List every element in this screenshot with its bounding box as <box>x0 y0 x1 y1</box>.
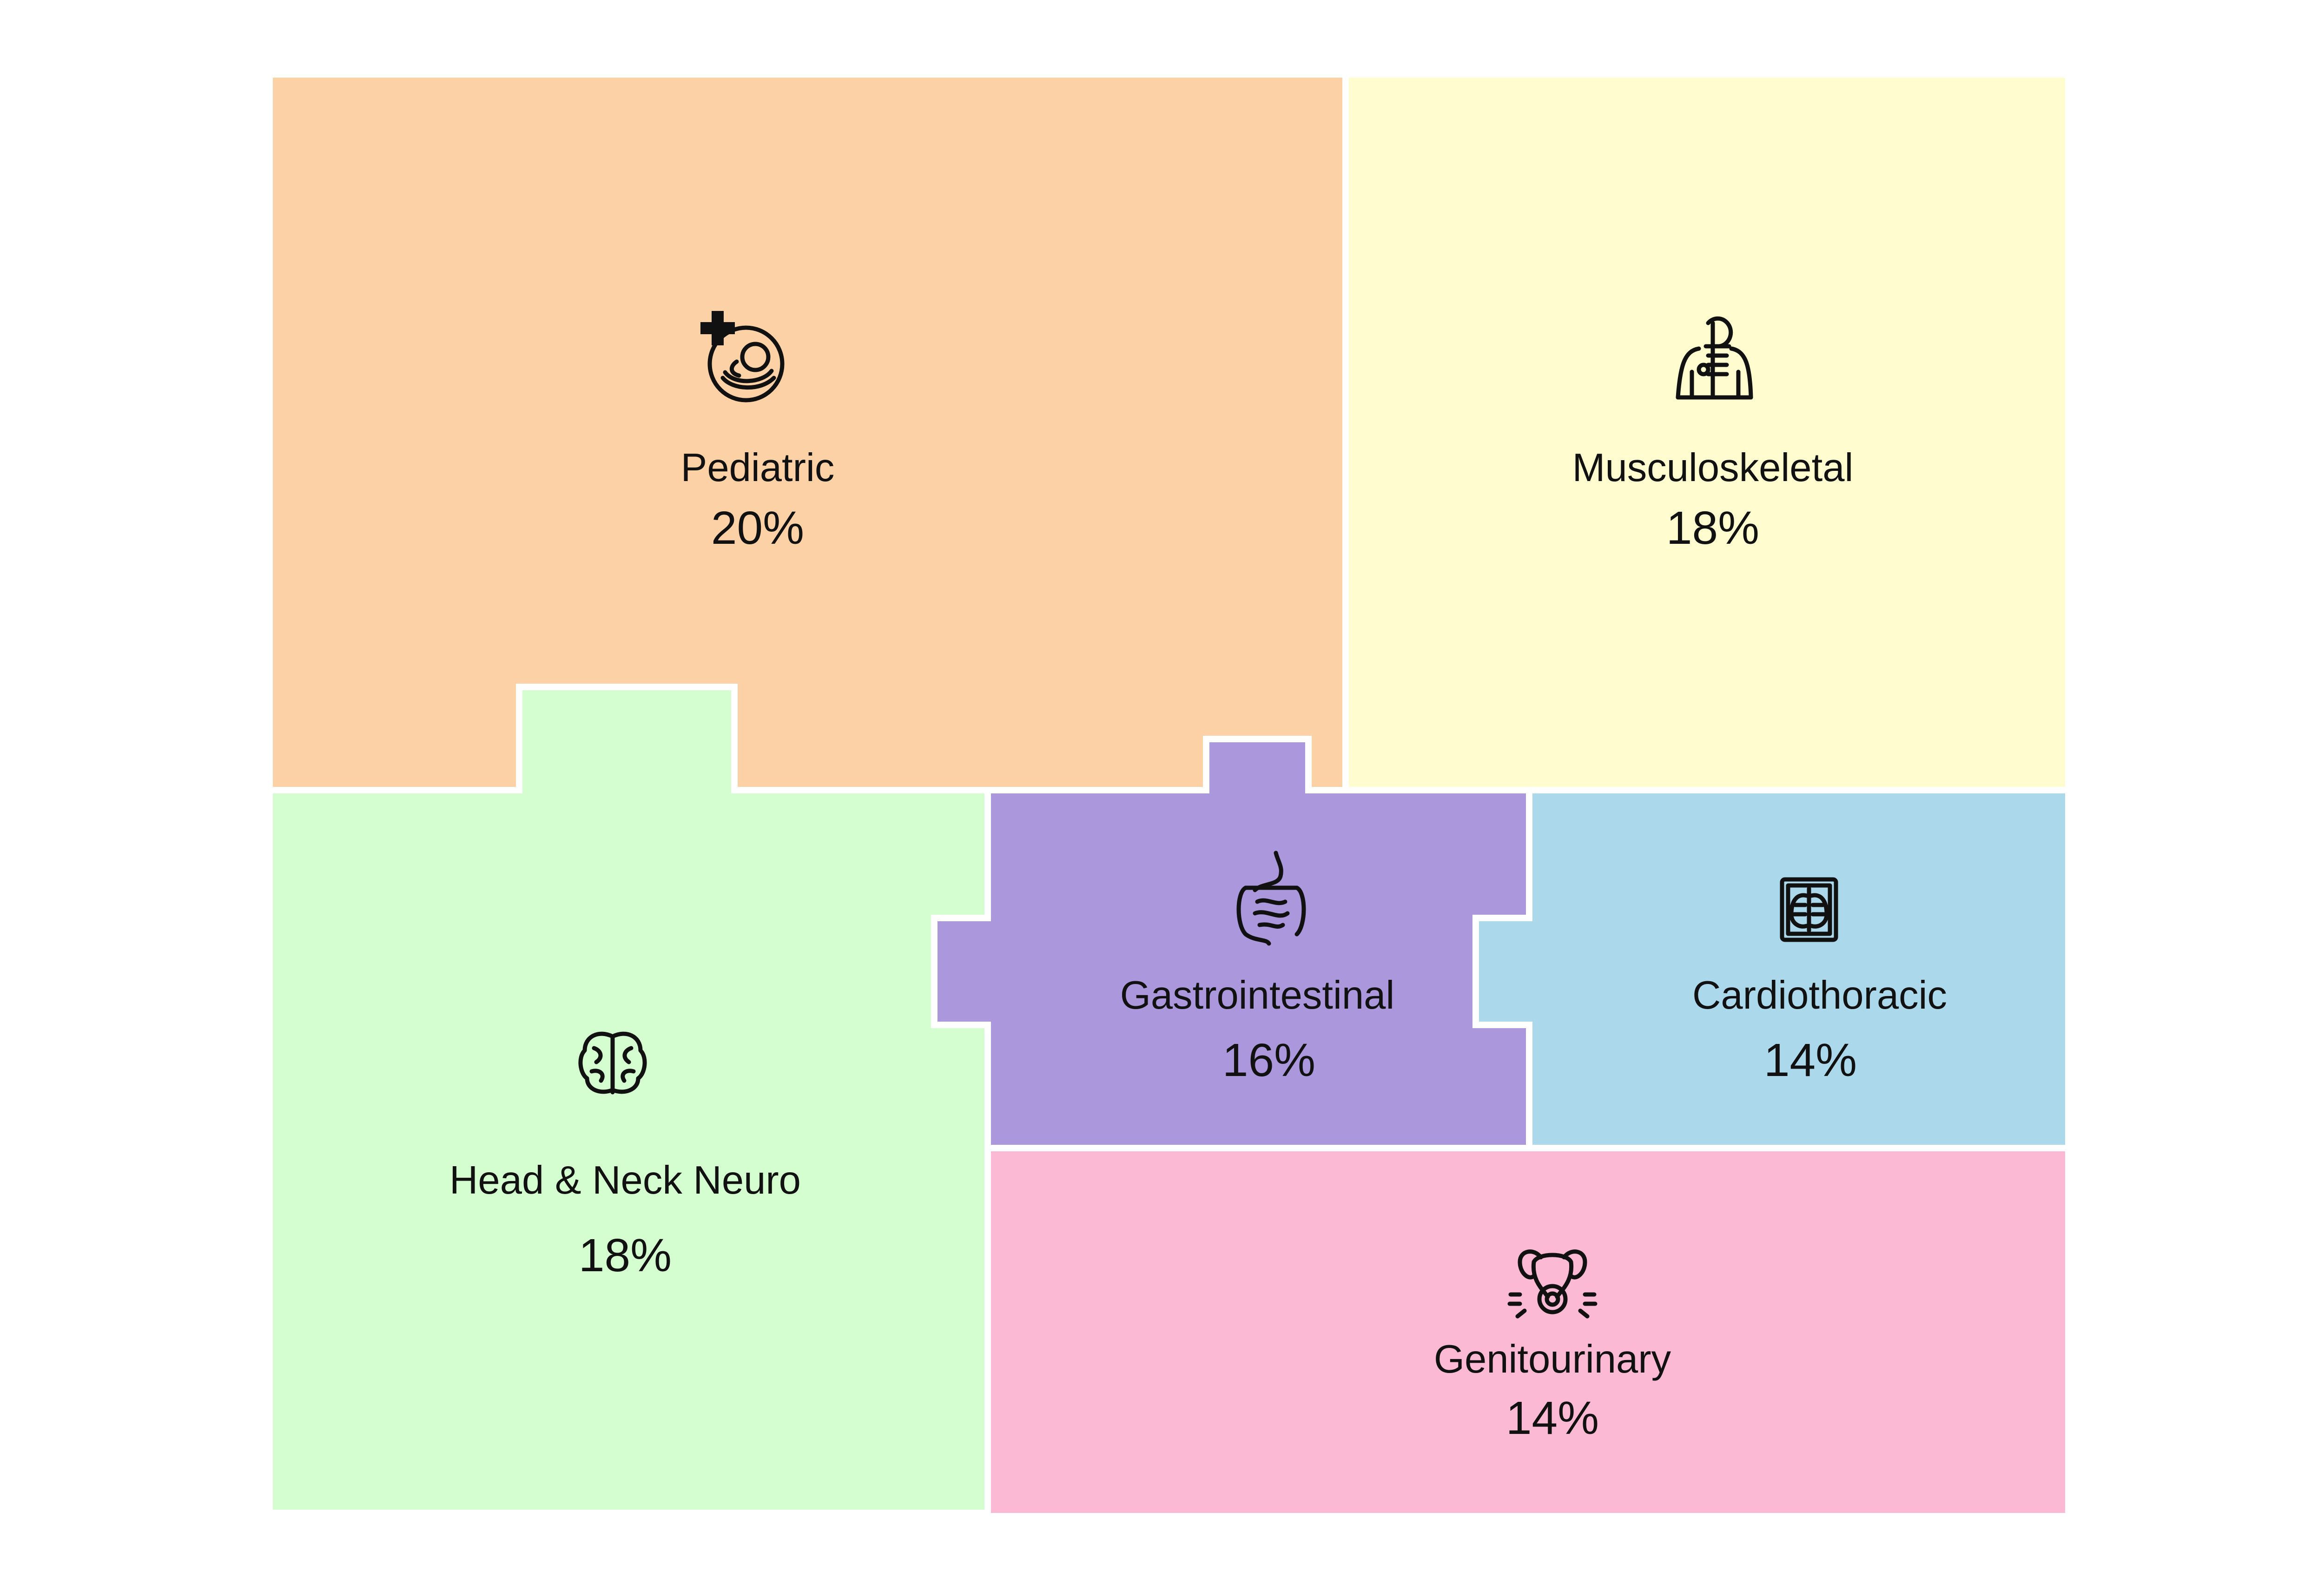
region-shape <box>270 74 1346 790</box>
region-label: Genitourinary <box>1434 1337 1671 1381</box>
region-genitourinary: Genitourinary 14% <box>988 1148 2068 1516</box>
region-percent: 14% <box>1764 1034 1857 1086</box>
region-pediatric: Pediatric 20% <box>270 74 1346 790</box>
region-label: Musculoskeletal <box>1572 446 1854 490</box>
region-label: Cardiothoracic <box>1692 973 1947 1017</box>
chest-xray-icon <box>1782 879 1836 940</box>
region-head-neck-neuro: Head & Neck Neuro 18% <box>270 687 988 1513</box>
region-percent: 20% <box>711 502 804 554</box>
region-label: Gastrointestinal <box>1120 973 1395 1017</box>
region-label: Head & Neck Neuro <box>449 1158 801 1202</box>
region-percent: 18% <box>579 1229 672 1281</box>
region-gastrointestinal: Gastrointestinal 16% <box>934 739 1529 1148</box>
region-label: Pediatric <box>681 446 835 490</box>
region-percent: 18% <box>1666 502 1759 554</box>
region-shape <box>1346 74 2068 790</box>
region-musculoskeletal: Musculoskeletal 18% <box>1346 74 2068 790</box>
region-shape <box>1476 790 2068 1148</box>
region-percent: 16% <box>1222 1034 1315 1086</box>
region-shape <box>934 739 1529 1148</box>
region-cardiothoracic: Cardiothoracic 14% <box>1476 790 2068 1148</box>
region-shape <box>988 1148 2068 1516</box>
region-shape <box>270 687 988 1513</box>
region-percent: 14% <box>1506 1392 1599 1444</box>
